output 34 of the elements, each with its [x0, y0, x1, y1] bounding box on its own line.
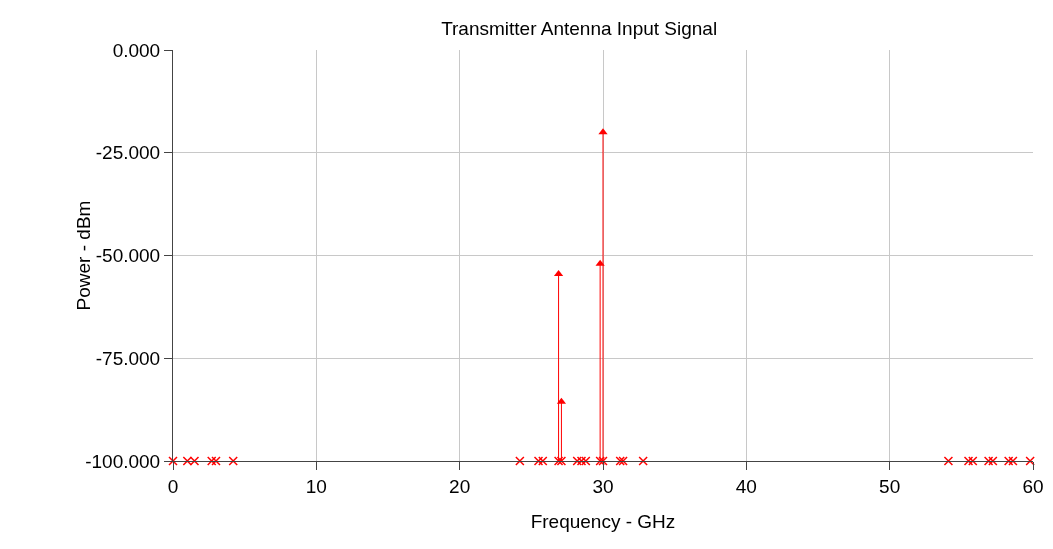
y-tick-label: -50.000 [95, 245, 161, 267]
point [1025, 456, 1035, 466]
point [168, 456, 178, 466]
point [206, 456, 217, 466]
point [968, 456, 978, 466]
x-tick-label: 0 [167, 475, 179, 497]
point [515, 456, 525, 466]
x-tick-label: 50 [879, 475, 901, 497]
point [638, 456, 648, 466]
point [943, 456, 954, 466]
point [533, 456, 544, 466]
point [211, 456, 221, 466]
point [538, 456, 548, 466]
y-tick-label: -100.000 [85, 450, 161, 472]
y-tick-label: -25.000 [95, 142, 161, 164]
point [228, 456, 238, 466]
y-tick-label: 0.000 [112, 39, 161, 61]
chart-title: Transmitter Antenna Input Signal [441, 18, 718, 40]
x-tick-label: 30 [592, 475, 614, 497]
point [595, 259, 605, 266]
x-tick-label: 20 [449, 475, 471, 497]
point [1008, 456, 1018, 466]
point [1003, 456, 1014, 466]
y-tick-label: -75.000 [95, 347, 161, 369]
point [988, 456, 998, 466]
point [576, 456, 587, 466]
point [598, 128, 608, 135]
x-axis-title: Frequency - GHz [530, 511, 676, 532]
y-axis-title: Power - dBm [72, 200, 94, 311]
point [983, 456, 994, 466]
x-tick-label: 10 [305, 475, 327, 497]
point [963, 456, 974, 466]
x-tick-label: 60 [1022, 475, 1044, 497]
x-tick-label: 40 [735, 475, 757, 497]
